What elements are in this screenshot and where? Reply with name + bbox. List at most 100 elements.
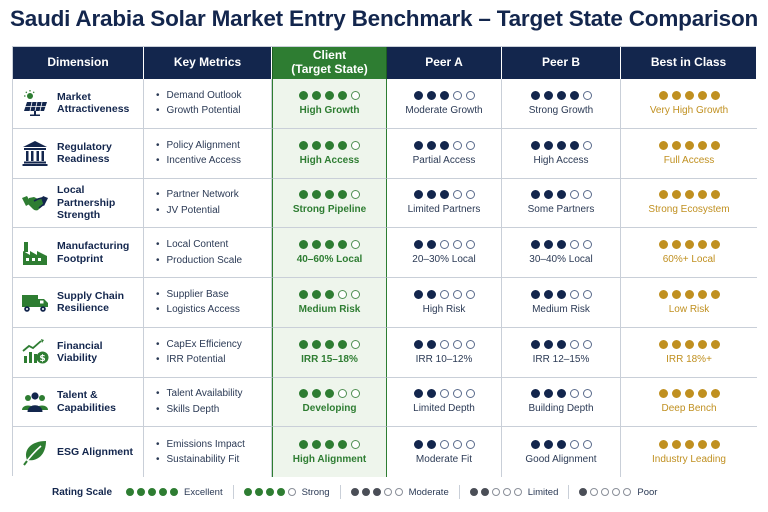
rating-dot-empty bbox=[465, 339, 475, 349]
rating-dot-filled bbox=[299, 190, 308, 200]
key-metric: Local Content bbox=[156, 237, 229, 253]
rating-dot-empty bbox=[590, 488, 599, 496]
client-rating-cell: High Alignment bbox=[272, 427, 387, 477]
rating-dot-filled bbox=[338, 240, 347, 250]
rating-dot-empty bbox=[465, 140, 475, 150]
legend-item: Poor bbox=[579, 487, 657, 498]
rating-dot-filled bbox=[556, 190, 566, 200]
rating-dot-filled bbox=[710, 389, 720, 399]
rating-dot-filled bbox=[148, 488, 157, 496]
rating-dot-filled bbox=[413, 389, 423, 399]
rating-dot-empty bbox=[351, 439, 360, 449]
rating-dot-filled bbox=[325, 339, 334, 349]
rating-dot-filled bbox=[413, 289, 423, 299]
header-peer-b: Peer B bbox=[502, 47, 621, 79]
peer-b-rating-cell: High Access bbox=[502, 128, 621, 179]
rating-dot-filled bbox=[439, 140, 449, 150]
rating-dot-empty bbox=[569, 240, 579, 250]
key-metric: JV Potential bbox=[156, 203, 220, 219]
rating-dot-filled bbox=[126, 488, 135, 496]
rating-dot-empty bbox=[582, 90, 592, 100]
rating-dot-empty bbox=[582, 389, 592, 399]
peer-a-rating-cell: Moderate Fit bbox=[387, 427, 502, 477]
rating-label: 20–30% Local bbox=[412, 254, 476, 266]
finance-chart-icon: $ bbox=[19, 337, 51, 367]
rating-dot-filled bbox=[159, 488, 168, 496]
rating-dot-empty bbox=[569, 339, 579, 349]
rating-dot-empty bbox=[569, 439, 579, 449]
rating-dot-filled bbox=[426, 289, 436, 299]
rating-dot-empty bbox=[582, 339, 592, 349]
rating-dot-filled bbox=[312, 389, 321, 399]
rating-label: High Alignment bbox=[292, 453, 367, 465]
key-metric: Skills Depth bbox=[156, 402, 220, 418]
legend-divider bbox=[339, 485, 341, 499]
rating-dot-filled bbox=[372, 488, 381, 496]
dimension-label: Manufacturing Footprint bbox=[57, 240, 130, 265]
rating-label: 30–40% Local bbox=[529, 254, 593, 266]
rating-dot-empty bbox=[338, 389, 347, 399]
rating-dot-empty bbox=[287, 488, 296, 496]
rating-dot-filled bbox=[543, 140, 553, 150]
rating-dot-filled bbox=[426, 140, 436, 150]
rating-dot-filled bbox=[469, 488, 478, 496]
rating-dots bbox=[530, 90, 592, 100]
rating-dot-filled bbox=[299, 389, 308, 399]
key-metric: Sustainability Fit bbox=[156, 452, 240, 468]
rating-scale-legend: Rating Scale Excellent Strong Moderate Limi… bbox=[12, 480, 756, 504]
rating-dot-filled bbox=[543, 289, 553, 299]
rating-dot-filled bbox=[697, 190, 707, 200]
rating-dot-filled bbox=[556, 240, 566, 250]
rating-dot-filled bbox=[697, 289, 707, 299]
rating-dot-empty bbox=[439, 289, 449, 299]
rating-dot-empty bbox=[465, 240, 475, 250]
rating-dot-filled bbox=[543, 90, 553, 100]
rating-label: IRR 18%+ bbox=[666, 353, 712, 365]
rating-dot-filled bbox=[543, 339, 553, 349]
rating-dot-filled bbox=[543, 389, 553, 399]
rating-dot-empty bbox=[439, 240, 449, 250]
rating-dot-filled bbox=[338, 140, 347, 150]
rating-dot-filled bbox=[338, 190, 347, 200]
rating-dot-filled bbox=[710, 240, 720, 250]
rating-label: Partial Access bbox=[412, 154, 476, 166]
rating-dot-filled bbox=[530, 240, 540, 250]
rating-dot-filled bbox=[579, 488, 588, 496]
rating-dot-filled bbox=[312, 90, 321, 100]
peer-a-rating-cell: 20–30% Local bbox=[387, 228, 502, 278]
rating-dot-filled bbox=[710, 90, 720, 100]
rating-label: Strong Growth bbox=[528, 104, 594, 116]
header-client-label: Client (Target State) bbox=[291, 48, 368, 76]
rating-dot-filled bbox=[299, 439, 308, 449]
government-building-icon bbox=[19, 138, 51, 168]
peer-b-rating-cell: Good Alignment bbox=[502, 427, 621, 477]
rating-dot-empty bbox=[452, 190, 462, 200]
rating-label: Developing bbox=[302, 403, 357, 415]
page-title: Saudi Arabia Solar Market Entry Benchmar… bbox=[9, 6, 759, 31]
rating-dot-empty bbox=[569, 289, 579, 299]
dimension-cell: Local Partnership Strength bbox=[13, 178, 144, 229]
rating-dot-filled bbox=[671, 389, 681, 399]
rating-dot-filled bbox=[299, 140, 308, 150]
dimension-cell: Talent & Capabilities bbox=[13, 377, 144, 428]
rating-dot-filled bbox=[556, 339, 566, 349]
rating-dots bbox=[413, 190, 475, 200]
rating-dot-filled bbox=[658, 240, 668, 250]
rating-dot-filled bbox=[710, 190, 720, 200]
rating-dot-filled bbox=[556, 90, 566, 100]
rating-dot-filled bbox=[338, 90, 347, 100]
rating-dot-empty bbox=[452, 339, 462, 349]
rating-dot-empty bbox=[439, 439, 449, 449]
key-metric: CapEx Efficiency bbox=[156, 337, 242, 353]
peer-a-rating-cell: High Risk bbox=[387, 278, 502, 328]
rating-label: Industry Leading bbox=[652, 453, 726, 465]
rating-label: High Growth bbox=[299, 104, 360, 116]
key-metric: Growth Potential bbox=[156, 103, 241, 119]
rating-dot-filled bbox=[413, 90, 423, 100]
legend-divider bbox=[458, 485, 460, 499]
rating-dot-filled bbox=[530, 190, 540, 200]
header-key-metrics: Key Metrics bbox=[144, 47, 272, 79]
rating-dot-filled bbox=[658, 389, 668, 399]
peer-b-rating-cell: Medium Risk bbox=[502, 278, 621, 328]
client-rating-cell: 40–60% Local bbox=[272, 228, 387, 278]
